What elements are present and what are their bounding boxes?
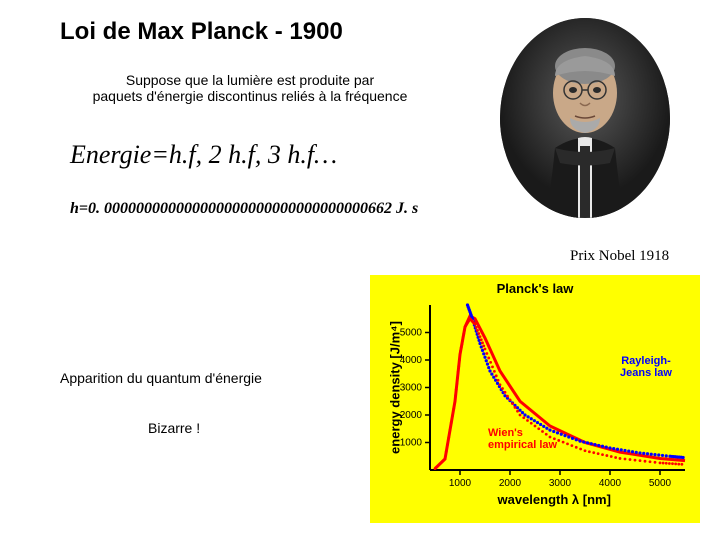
svg-text:2000: 2000: [499, 478, 522, 489]
chart-plot: 1000 2000 3000 4000 5000 1000 2000 3000 4000 5000: [370, 275, 700, 523]
page-title: Loi de Max Planck - 1900: [60, 18, 343, 46]
planck-law-chart: Planck's law 100020003000400050001000200…: [370, 275, 700, 523]
svg-text:5000: 5000: [649, 478, 672, 489]
subtitle-text: Suppose que la lumière est produite parp…: [60, 72, 440, 104]
y-axis-label: energy density [J/m⁴]: [388, 307, 403, 467]
quantum-caption: Apparition du quantum d'énergie: [60, 370, 262, 386]
svg-text:3000: 3000: [400, 383, 423, 394]
svg-text:2000: 2000: [400, 410, 423, 421]
svg-text:4000: 4000: [400, 355, 423, 366]
bizarre-caption: Bizarre !: [148, 420, 200, 436]
svg-text:1000: 1000: [449, 478, 472, 489]
nobel-caption: Prix Nobel 1918: [570, 248, 669, 265]
svg-text:1000: 1000: [400, 438, 423, 449]
legend-rayleigh: Rayleigh-Jeans law: [620, 355, 672, 379]
legend-wien: Wien'sempirical law: [488, 427, 557, 451]
svg-text:3000: 3000: [549, 478, 572, 489]
planck-portrait: [500, 18, 670, 218]
svg-text:5000: 5000: [400, 328, 423, 339]
x-axis-label: wavelength λ [nm]: [498, 492, 611, 507]
svg-text:4000: 4000: [599, 478, 622, 489]
energy-formula: Energie=h.f, 2 h.f, 3 h.f…: [70, 140, 337, 170]
planck-constant: h=0. 00000000000000000000000000000000066…: [70, 200, 418, 218]
